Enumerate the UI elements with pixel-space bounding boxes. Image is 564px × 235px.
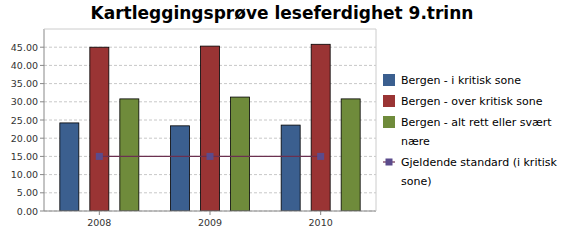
tick — [40, 65, 44, 66]
tick — [40, 120, 44, 121]
marker — [317, 153, 324, 160]
tick — [320, 211, 321, 215]
chart: Kartleggingsprøve leseferdighet 9.trinn 0… — [0, 0, 564, 235]
bar — [311, 44, 330, 211]
marker — [207, 153, 214, 160]
tick-label: 30.00 — [11, 96, 38, 107]
tick-label: 0.00 — [17, 206, 38, 217]
legend-swatch — [383, 116, 395, 128]
tick — [40, 156, 44, 157]
tick — [210, 211, 211, 215]
tick — [40, 83, 44, 84]
plot-frame — [376, 29, 377, 211]
tick — [40, 211, 44, 212]
legend-label-line: nære — [401, 135, 430, 148]
category-label: 2009 — [198, 217, 222, 228]
tick-label: 35.00 — [11, 78, 38, 89]
legend-label-line: Bergen - over kritisk sone — [401, 95, 543, 108]
legend-label-line: sone) — [401, 175, 432, 188]
legend-label: Bergen - over kritisk sone — [401, 95, 543, 108]
tick — [40, 174, 44, 175]
bar — [201, 46, 220, 211]
tick — [40, 47, 44, 48]
tick — [99, 211, 100, 215]
bar — [60, 123, 79, 211]
legend-label: Bergen - i kritisk sone — [401, 74, 521, 87]
tick-label: 40.00 — [11, 60, 38, 71]
y-axis — [44, 29, 45, 211]
tick-label: 5.00 — [17, 187, 38, 198]
legend-marker — [386, 159, 393, 166]
tick-label: 20.00 — [11, 133, 38, 144]
tick-label: 25.00 — [11, 115, 38, 126]
legend-label: Gjeldende standard (i kritisk sone) — [401, 156, 558, 188]
legend-swatch — [383, 74, 395, 86]
category-label: 2008 — [87, 217, 111, 228]
bar — [171, 126, 190, 211]
tick — [40, 101, 44, 102]
tick — [40, 138, 44, 139]
bar — [231, 97, 250, 211]
legend-label-line: Bergen - alt rett eller svært — [401, 116, 552, 129]
plot-frame — [44, 29, 376, 30]
marker — [96, 153, 103, 160]
tick-label: 45.00 — [11, 42, 38, 53]
category-label: 2010 — [309, 217, 333, 228]
legend-label-line: Gjeldende standard (i kritisk — [401, 156, 558, 169]
marks — [60, 44, 360, 211]
bar — [281, 125, 300, 211]
bar — [341, 99, 360, 211]
tick — [40, 192, 44, 193]
bar — [120, 99, 139, 211]
legend-label: Bergen - alt rett eller svært nære — [401, 116, 552, 148]
legend-swatch — [383, 95, 395, 107]
plot-area — [44, 29, 376, 211]
title: Kartleggingsprøve leseferdighet 9.trinn — [91, 3, 474, 23]
legend-label-line: Bergen - i kritisk sone — [401, 74, 521, 87]
tick-label: 10.00 — [11, 169, 38, 180]
tick-label: 15.00 — [11, 151, 38, 162]
bar — [90, 47, 109, 211]
